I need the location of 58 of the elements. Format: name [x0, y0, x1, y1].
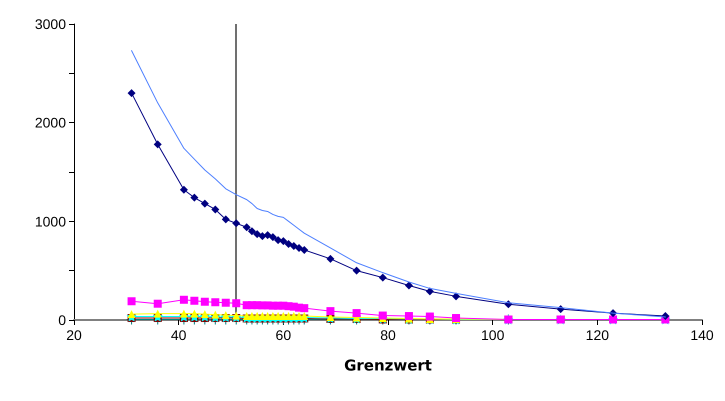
point [211, 310, 220, 319]
point [300, 304, 308, 312]
point [248, 227, 256, 236]
y-tick-label: 0 [58, 312, 66, 328]
point [200, 310, 209, 318]
point [190, 194, 198, 202]
point [200, 298, 209, 306]
point [154, 310, 162, 318]
x-tick-label: 120 [586, 327, 610, 343]
point [154, 140, 162, 148]
point [426, 312, 434, 321]
point [378, 312, 387, 320]
point [268, 233, 277, 242]
x-tick-label: 60 [276, 327, 292, 343]
x-tick-label: 40 [170, 327, 187, 343]
y-tick-label: 2000 [34, 114, 66, 131]
point [128, 297, 136, 306]
point [128, 89, 136, 98]
point [404, 281, 413, 290]
point [200, 200, 209, 208]
point [180, 186, 188, 194]
point [154, 300, 162, 308]
x-tick-label: 100 [480, 327, 505, 343]
point [222, 298, 230, 307]
point [222, 215, 230, 224]
point [253, 230, 262, 238]
point [290, 242, 298, 250]
x-tick-label: 80 [380, 327, 396, 343]
point [211, 298, 220, 306]
x-tick-label: 20 [66, 327, 82, 343]
x-axis-title: Grenzwert [344, 356, 432, 374]
point [232, 312, 240, 320]
point [352, 309, 361, 318]
point [426, 287, 434, 296]
point [264, 231, 272, 240]
point [378, 274, 387, 282]
point [326, 254, 334, 263]
point [211, 205, 220, 214]
point [222, 311, 230, 320]
point [295, 244, 304, 252]
x-tick-label: 140 [690, 327, 714, 343]
point [242, 223, 251, 232]
point [232, 299, 240, 308]
point [352, 266, 361, 275]
point [190, 296, 198, 305]
point [279, 237, 288, 246]
point [232, 219, 240, 228]
point [128, 310, 136, 318]
point [326, 307, 334, 316]
point [180, 310, 188, 318]
point [190, 310, 198, 318]
point [284, 240, 293, 248]
point [300, 246, 308, 254]
y-tick-label: 1000 [34, 213, 66, 230]
point [180, 296, 188, 304]
point [452, 292, 460, 300]
y-tick-label: 3000 [34, 16, 66, 32]
point [404, 312, 413, 320]
